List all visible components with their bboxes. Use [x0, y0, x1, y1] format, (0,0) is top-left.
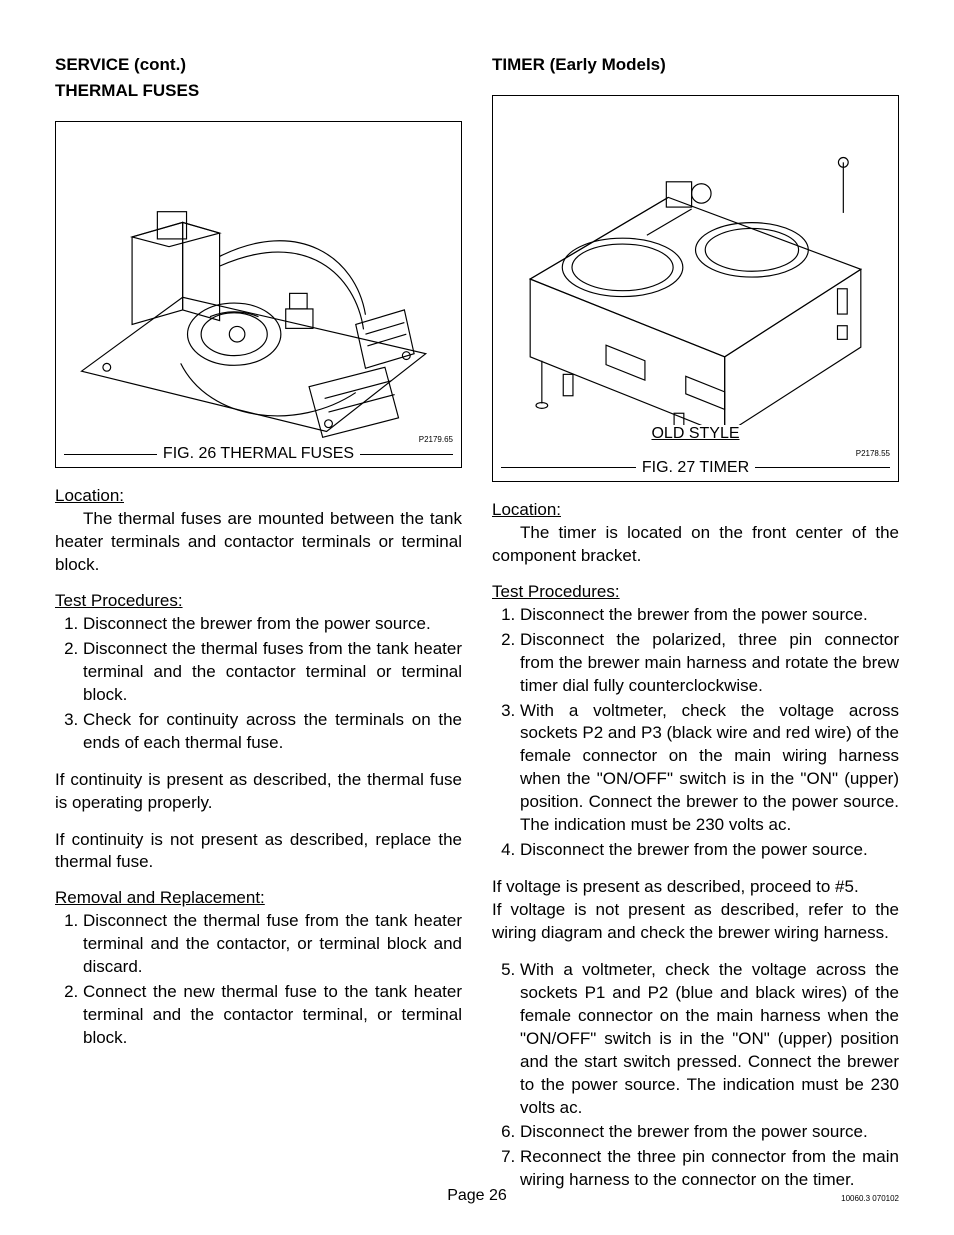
list-item: Connect the new thermal fuse to the tank…: [83, 981, 462, 1050]
caption-rule-right: [360, 454, 453, 455]
test-steps-left: Disconnect the brewer from the power sou…: [55, 613, 462, 755]
voltage-bad: If voltage is not present as described, …: [492, 899, 899, 945]
page: SERVICE (cont.) THERMAL FUSES: [0, 0, 954, 1235]
figure-27-caption-row: FIG. 27 TIMER P2178.55: [501, 459, 890, 477]
voltage-ok: If voltage is present as described, proc…: [492, 876, 899, 899]
right-column: TIMER (Early Models): [492, 55, 899, 1206]
location-heading-left: Location:: [55, 486, 462, 506]
test-steps-right-a: Disconnect the brewer from the power sou…: [492, 604, 899, 862]
timer-heading: TIMER (Early Models): [492, 55, 899, 75]
figure-26-illustration: [64, 130, 453, 441]
figure-26-code: P2179.65: [419, 435, 453, 444]
removal-steps: Disconnect the thermal fuse from the tan…: [55, 910, 462, 1050]
list-item: Disconnect the thermal fuses from the ta…: [83, 638, 462, 707]
caption-rule-left: [501, 467, 636, 468]
figure-27-code: P2178.55: [856, 449, 890, 458]
figure-27-caption: FIG. 27 TIMER: [642, 459, 749, 477]
thermal-fuses-heading: THERMAL FUSES: [55, 81, 462, 101]
location-body-right: The timer is located on the front center…: [492, 522, 899, 568]
figure-27-box: OLD STYLE FIG. 27 TIMER P2178.55: [492, 95, 899, 482]
two-column-layout: SERVICE (cont.) THERMAL FUSES: [55, 55, 899, 1206]
page-footer: Page 26 10060.3 070102: [55, 1187, 899, 1205]
test-heading-left: Test Procedures:: [55, 591, 462, 611]
figure-26-box: FIG. 26 THERMAL FUSES P2179.65: [55, 121, 462, 468]
location-heading-right: Location:: [492, 500, 899, 520]
list-item: Disconnect the brewer from the power sou…: [520, 604, 899, 627]
footer-code: 10060.3 070102: [841, 1194, 899, 1203]
test-heading-right: Test Procedures:: [492, 582, 899, 602]
continuity-ok: If continuity is present as described, t…: [55, 769, 462, 815]
old-style-label: OLD STYLE: [501, 425, 890, 443]
continuity-bad: If continuity is not present as describe…: [55, 829, 462, 875]
location-body-left: The thermal fuses are mounted between th…: [55, 508, 462, 577]
removal-heading: Removal and Replacement:: [55, 888, 462, 908]
service-heading: SERVICE (cont.): [55, 55, 462, 75]
list-item: Disconnect the brewer from the power sou…: [520, 1121, 899, 1144]
test-steps-right-b: With a voltmeter, check the voltage acro…: [492, 959, 899, 1192]
left-column: SERVICE (cont.) THERMAL FUSES: [55, 55, 462, 1206]
list-item: Check for continuity across the terminal…: [83, 709, 462, 755]
figure-27-illustration: [501, 104, 890, 425]
list-item: Disconnect the brewer from the power sou…: [83, 613, 462, 636]
list-item: With a voltmeter, check the voltage acro…: [520, 959, 899, 1120]
figure-26-caption: FIG. 26 THERMAL FUSES: [163, 445, 354, 463]
list-item: Disconnect the polarized, three pin conn…: [520, 629, 899, 698]
thermal-fuses-diagram-icon: [64, 130, 453, 441]
list-item: Disconnect the thermal fuse from the tan…: [83, 910, 462, 979]
caption-rule-left: [64, 454, 157, 455]
page-number: Page 26: [447, 1187, 507, 1205]
caption-rule-right: [755, 467, 890, 468]
list-item: Reconnect the three pin connector from t…: [520, 1146, 899, 1192]
figure-26-caption-row: FIG. 26 THERMAL FUSES P2179.65: [64, 445, 453, 463]
list-item: Disconnect the brewer from the power sou…: [520, 839, 899, 862]
timer-diagram-icon: [501, 104, 890, 425]
list-item: With a voltmeter, check the voltage acro…: [520, 700, 899, 838]
